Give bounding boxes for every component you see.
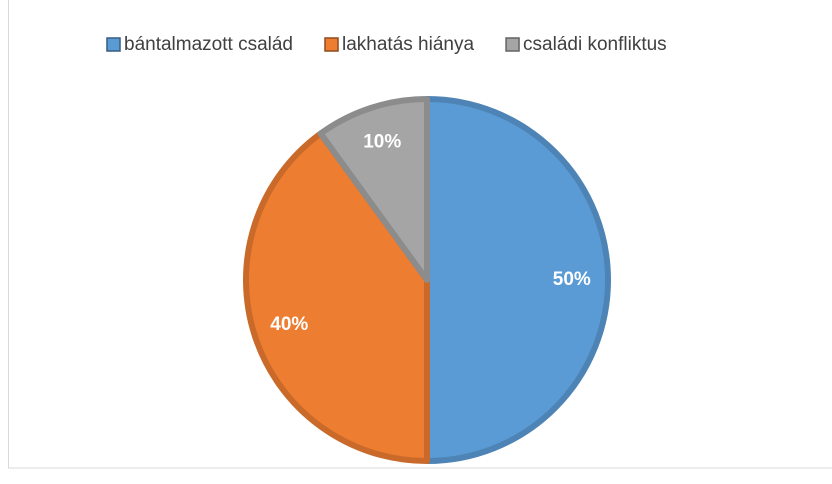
legend-label: bántalmazott család [124,34,293,55]
pie-slice [317,96,430,283]
legend-label: lakhatás hiánya [342,34,474,55]
data-label: 10% [363,131,401,152]
legend-label: családi konfliktus [523,34,667,55]
data-label: 50% [553,269,591,290]
legend-swatch [106,37,121,52]
pie-slice [243,130,430,464]
legend-swatch [505,37,520,52]
data-label: 40% [270,314,308,335]
pie-slice [424,96,611,464]
legend-swatch [324,37,339,52]
